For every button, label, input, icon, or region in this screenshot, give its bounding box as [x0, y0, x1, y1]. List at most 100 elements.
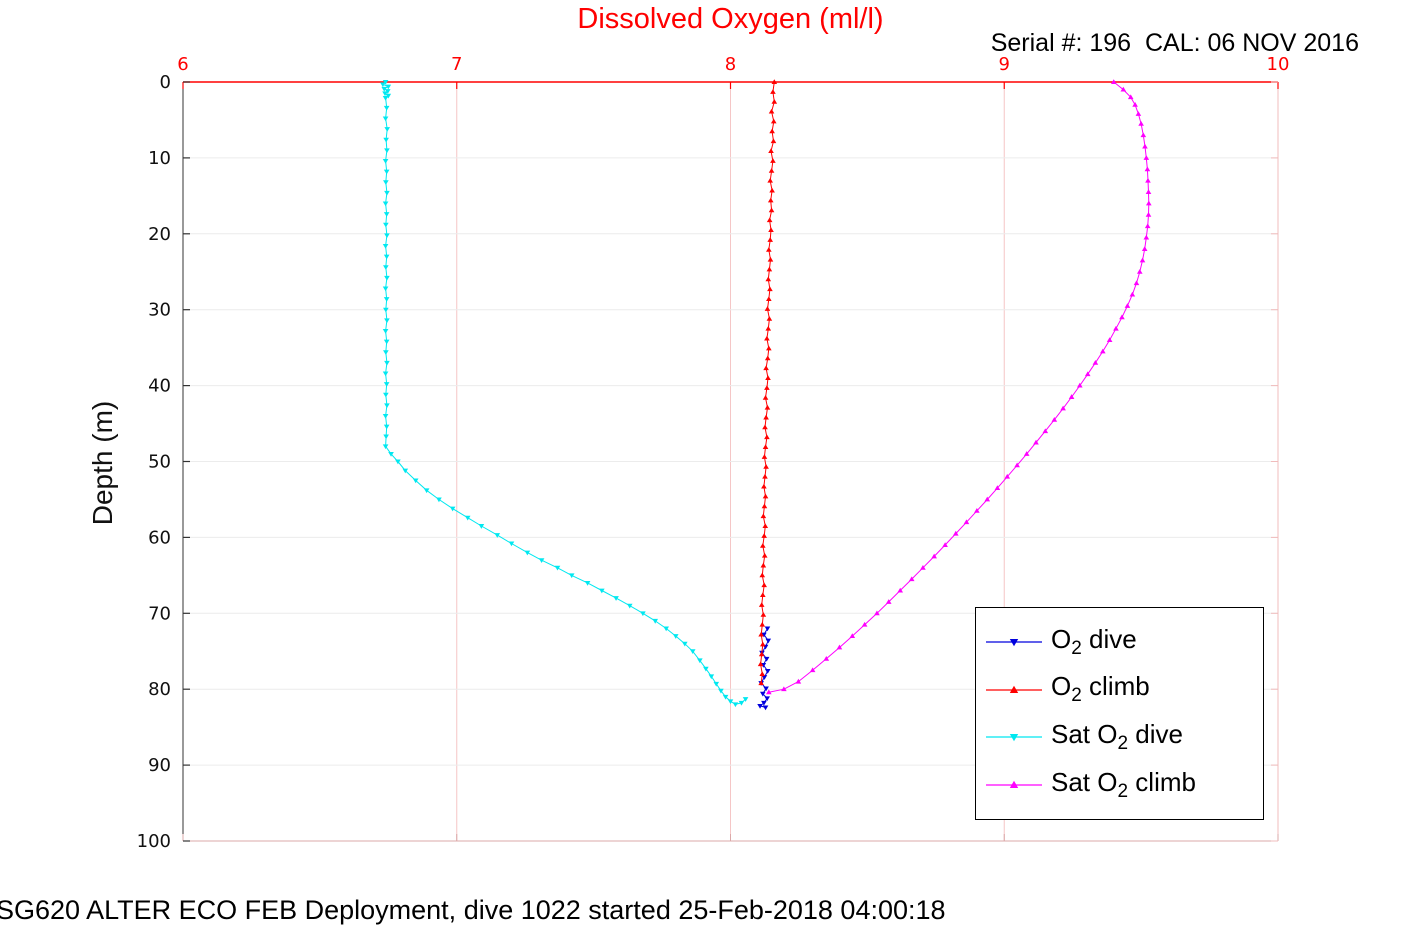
- series-marker: [771, 79, 778, 84]
- serial-annotation: Serial #: 196 CAL: 06 NOV 2016: [990, 29, 1359, 57]
- series-marker: [1143, 234, 1150, 240]
- x-tick-label: 8: [725, 54, 736, 75]
- series-marker: [388, 451, 394, 457]
- series-marker: [757, 703, 763, 709]
- series-marker: [423, 488, 430, 494]
- series-marker: [771, 98, 778, 104]
- legend-item-sat-o2-dive: Sat O2 dive: [984, 721, 1263, 753]
- series-marker: [383, 339, 390, 345]
- series-marker: [767, 286, 773, 292]
- series-marker: [963, 519, 970, 525]
- chart-title: Dissolved Oxygen (ml/l): [577, 3, 884, 35]
- series-marker: [1106, 337, 1113, 343]
- series-marker: [384, 318, 390, 324]
- series-marker: [383, 434, 389, 440]
- series-marker: [759, 621, 766, 627]
- series-marker: [383, 169, 390, 175]
- series-marker: [1139, 257, 1146, 263]
- series-marker: [764, 696, 770, 702]
- series-marker: [767, 256, 774, 262]
- series-marker: [766, 246, 772, 252]
- series-marker: [758, 602, 765, 607]
- series-marker: [766, 217, 773, 223]
- figure-caption: SG620 ALTER ECO FEB Deployment, dive 102…: [0, 895, 946, 925]
- series-marker: [436, 497, 442, 503]
- x-tick-label: 9: [999, 54, 1010, 75]
- series-marker: [761, 552, 768, 558]
- series-marker: [383, 392, 389, 398]
- series-marker: [382, 286, 389, 292]
- series-marker: [758, 680, 764, 686]
- series-marker: [1132, 101, 1138, 107]
- series-marker: [1014, 462, 1020, 468]
- series-line-o2-dive: [759, 628, 769, 708]
- series-marker: [762, 705, 769, 711]
- series-marker: [1120, 86, 1127, 92]
- legend-marker-o2-climb: [986, 685, 1042, 693]
- series-marker: [920, 564, 926, 570]
- series-marker: [383, 350, 389, 356]
- series-marker: [640, 611, 646, 617]
- series-marker: [382, 414, 389, 419]
- series-marker: [758, 651, 765, 657]
- series-marker: [1004, 473, 1011, 479]
- series-marker: [538, 558, 545, 563]
- series-marker: [382, 158, 389, 164]
- series-marker: [764, 306, 771, 311]
- y-tick-label: 10: [148, 148, 171, 169]
- series-marker: [703, 666, 709, 672]
- series-marker: [757, 661, 764, 667]
- series-marker: [760, 691, 766, 697]
- series-marker: [722, 694, 729, 700]
- series-marker: [713, 681, 720, 687]
- y-tick-label: 90: [148, 755, 171, 776]
- series-marker: [770, 89, 776, 94]
- y-tick-label: 0: [160, 72, 171, 93]
- series-marker: [758, 631, 764, 637]
- series-marker: [742, 697, 749, 702]
- series-marker: [584, 580, 591, 586]
- series-marker: [383, 254, 390, 260]
- series-marker: [761, 503, 768, 509]
- series-marker: [626, 603, 633, 609]
- series-marker: [652, 618, 659, 624]
- series-marker: [383, 222, 389, 228]
- series-marker: [766, 345, 772, 351]
- series-marker: [382, 201, 389, 207]
- series-marker: [1042, 428, 1049, 434]
- series-marker: [768, 207, 775, 213]
- x-tick-label: 6: [177, 54, 188, 75]
- series-marker: [382, 243, 389, 249]
- y-tick-label: 80: [148, 679, 171, 700]
- series-marker: [769, 128, 775, 134]
- series-marker: [763, 365, 769, 371]
- series-marker: [1142, 143, 1148, 149]
- y-tick-label: 70: [148, 603, 171, 624]
- series-marker: [663, 626, 669, 632]
- series-marker: [861, 621, 868, 627]
- series-marker: [672, 634, 679, 639]
- y-tick-label: 20: [148, 224, 171, 245]
- series-marker: [766, 316, 773, 321]
- x-tick-label: 10: [1267, 54, 1290, 75]
- series-marker: [761, 533, 767, 538]
- series-marker: [383, 297, 390, 302]
- series-marker: [383, 307, 389, 313]
- series-marker: [761, 454, 768, 459]
- series-marker: [767, 177, 773, 183]
- series-marker: [382, 328, 389, 334]
- series-marker: [508, 541, 515, 547]
- series-marker: [524, 550, 531, 556]
- series-marker: [765, 375, 771, 380]
- series-marker: [759, 671, 766, 676]
- series-marker: [613, 596, 619, 601]
- series-marker: [770, 138, 777, 144]
- series-marker: [765, 276, 772, 282]
- series-marker: [1060, 405, 1066, 411]
- y-tick-label: 100: [137, 831, 171, 852]
- series-marker: [1092, 360, 1099, 365]
- series-marker: [1100, 348, 1106, 354]
- series-marker: [599, 588, 605, 594]
- series-marker: [383, 212, 390, 217]
